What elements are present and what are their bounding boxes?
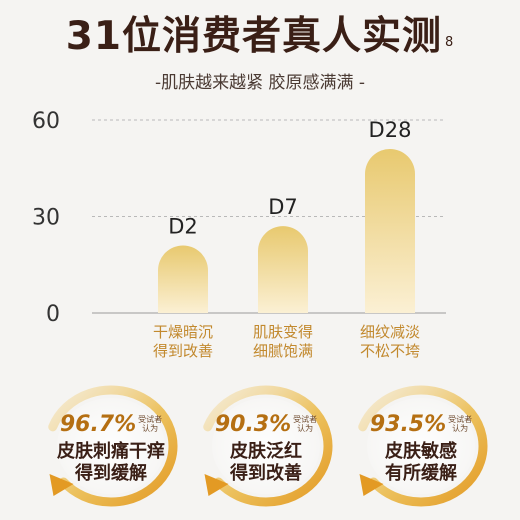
ring-arc [358,385,488,507]
category-label: 肌肤变得 [253,323,313,341]
result-card-3: 93.5% 受试者 认为 皮肤敏感 有所缓解 [346,384,496,508]
category-label: 细纹减淡 [360,323,420,341]
y-tick-label: 30 [32,206,60,231]
ring-fill [212,398,320,494]
result-line-2: 得到改善 [230,463,302,484]
percent-unit: 受试者 认为 [138,415,162,433]
result-line-2: 得到缓解 [75,463,147,484]
result-line-1: 皮肤敏感 [385,441,457,462]
unit-line-2: 认为 [297,424,314,433]
unit-line-1: 受试者 [293,415,318,424]
bar-label: D7 [268,195,298,219]
unit-line-2: 认为 [142,424,159,433]
percent-value: 93.5% [369,412,447,437]
result-percent: 90.3% 受试者 认为 [191,412,341,438]
bar-label: D2 [168,214,198,238]
title-footnote: 8 [445,35,455,50]
y-tick-label: 60 [32,109,60,134]
unit-line-1: 受试者 [138,415,163,424]
title-text: 31位消费者真人实测 [65,14,442,59]
result-card-1: 96.7% 受试者 认为 皮肤刺痛干痒 得到缓解 [36,384,186,508]
result-percent: 96.7% 受试者 认为 [36,412,186,438]
bar-D7 [258,226,308,313]
result-line-2: 有所缓解 [385,463,457,484]
ring-fill [57,398,165,494]
page-subtitle: -肌肤越来越紧 胶原感满满 - [154,73,366,93]
percent-unit: 受试者 认为 [448,415,472,433]
result-line-1: 皮肤刺痛干痒 [57,441,165,462]
arrow-head [204,473,229,496]
y-tick-label: 0 [46,302,60,327]
result-percent: 93.5% 受试者 认为 [346,412,496,438]
category-label: 细腻饱满 [253,342,313,360]
percent-value: 96.7% [59,412,137,437]
ring-arc [203,385,333,507]
bar-D2 [158,245,208,313]
category-label: 得到改善 [153,342,213,360]
result-card-2: 90.3% 受试者 认为 皮肤泛红 得到改善 [191,384,341,508]
page-title: 31位消费者真人实测 8 [0,14,520,60]
category-label: 不松不垮 [360,342,420,360]
arrow-head [359,473,384,496]
unit-line-1: 受试者 [448,415,473,424]
percent-unit: 受试者 认为 [293,415,317,433]
unit-line-2: 认为 [452,424,469,433]
bar-D28 [365,148,415,313]
ring-fill [367,398,475,494]
percent-value: 90.3% [214,412,292,437]
bar-label: D28 [369,118,412,142]
arrow-head [49,473,74,496]
circular-arrow-icon [48,385,178,507]
ring-arc [48,385,178,507]
category-label: 干燥暗沉 [153,323,213,341]
circular-arrow-icon [203,385,333,507]
circular-arrow-icon [358,385,488,507]
result-line-1: 皮肤泛红 [230,441,302,462]
